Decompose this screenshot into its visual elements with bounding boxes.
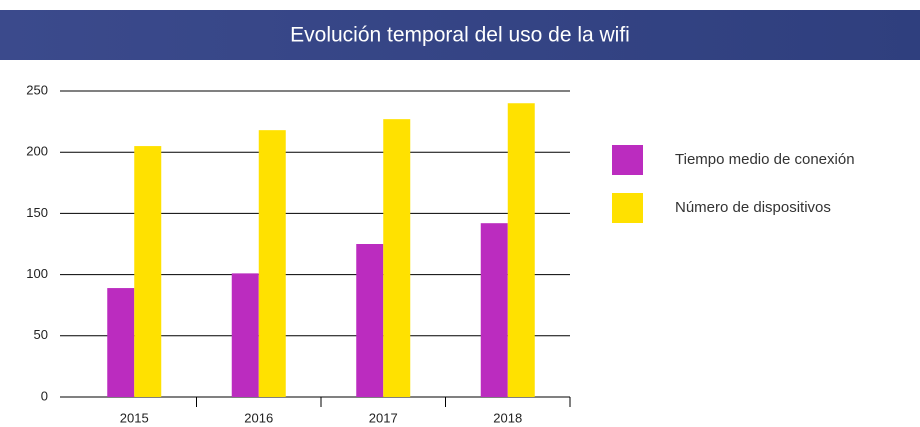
legend-swatch: [612, 145, 643, 175]
bar: [480, 223, 508, 397]
y-tick-label: 100: [26, 266, 48, 281]
bar: [258, 130, 286, 397]
bar: [134, 146, 162, 397]
bar: [383, 119, 411, 397]
bar: [356, 244, 384, 397]
bar: [231, 273, 259, 397]
chart-title: Evolución temporal del uso de la wifi: [290, 24, 630, 47]
legend-label: Número de dispositivos: [675, 199, 831, 216]
x-tick-label: 2018: [493, 410, 522, 425]
x-tick-label: 2016: [244, 410, 273, 425]
y-tick-label: 150: [26, 205, 48, 220]
title-banner: [0, 10, 920, 60]
y-tick-label: 50: [34, 327, 48, 342]
bar: [507, 103, 535, 398]
y-tick-label: 0: [41, 388, 48, 403]
x-tick-label: 2015: [120, 410, 149, 425]
legend-label: Tiempo medio de conexión: [675, 151, 855, 168]
legend-swatch: [612, 193, 643, 223]
y-tick-label: 200: [26, 144, 48, 159]
x-tick-label: 2017: [369, 410, 398, 425]
bar: [107, 288, 135, 397]
y-tick-label: 250: [26, 82, 48, 97]
